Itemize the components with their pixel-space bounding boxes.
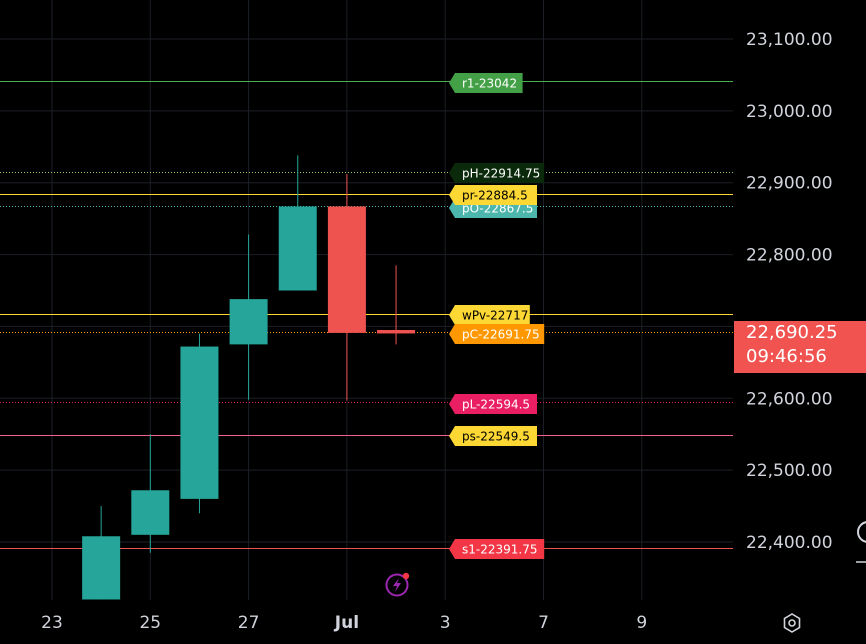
y-tick-label: 23,100.00 <box>746 30 833 50</box>
level-label-tag <box>449 394 537 414</box>
lightning-icon[interactable] <box>384 570 412 598</box>
candle-body <box>229 299 268 345</box>
x-tick-label: 25 <box>139 613 161 633</box>
candle <box>278 155 317 291</box>
x-tick-label: 9 <box>636 613 647 633</box>
y-tick-label: 22,800.00 <box>746 246 833 266</box>
level-label-wPv: wPv-22717 <box>449 305 530 325</box>
level-label-s1: s1-22391.75 <box>449 539 545 559</box>
level-label-tag <box>449 185 537 205</box>
level-labels: r1-23042pH-22914.75pO-22867.5pr-22884.5w… <box>449 73 545 559</box>
level-label-text: pC-22691.75 <box>462 328 540 342</box>
level-label-pL: pL-22594.5 <box>449 394 537 414</box>
level-label-r1: r1-23042 <box>449 73 523 93</box>
candle-body <box>278 206 317 291</box>
level-label-text: s1-22391.75 <box>462 543 537 557</box>
candle-body <box>377 330 416 334</box>
candle-body <box>180 346 219 499</box>
price-axis[interactable]: 23,100.00 23,000.00 22,900.00 22,800.00 22,6… <box>746 30 833 553</box>
x-tick-label: 23 <box>41 613 63 633</box>
level-label-text: pL-22594.5 <box>462 398 530 412</box>
y-tick-label: 23,000.00 <box>746 102 833 122</box>
level-label-text: pr-22884.5 <box>462 189 528 203</box>
x-tick-label: 3 <box>440 613 451 633</box>
level-label-text: pH-22914.75 <box>462 167 540 181</box>
gear-icon[interactable] <box>781 612 803 634</box>
current-price-badge: 22,690.25 09:46:56 <box>734 321 866 373</box>
level-label-text: ps-22549.5 <box>462 430 530 444</box>
level-label-text: wPv-22717 <box>462 309 528 323</box>
level-label-text: r1-23042 <box>462 77 517 91</box>
candles <box>82 155 416 600</box>
level-label-tag <box>449 539 545 559</box>
y-tick-label: 22,500.00 <box>746 461 833 481</box>
candle-body <box>82 536 121 600</box>
bar-countdown: 09:46:56 <box>746 346 827 367</box>
y-tick-label: 22,600.00 <box>746 389 833 409</box>
level-label-tag <box>449 73 523 93</box>
candle <box>82 506 121 600</box>
candle <box>131 434 170 553</box>
candle <box>180 333 219 514</box>
current-price: 22,690.25 <box>746 322 838 343</box>
candle <box>377 265 416 345</box>
level-lines <box>0 81 733 549</box>
y-tick-label: 22,400.00 <box>746 533 833 553</box>
level-label-tag <box>449 426 537 446</box>
partial-overlay-icon <box>856 521 866 563</box>
level-label-pr: pr-22884.5 <box>449 185 537 205</box>
candle-body <box>327 206 366 333</box>
level-label-ps: ps-22549.5 <box>449 426 537 446</box>
level-label-pH: pH-22914.75 <box>449 163 545 183</box>
y-tick-label: 22,900.00 <box>746 174 833 194</box>
candle <box>229 234 268 400</box>
level-label-tag <box>449 305 530 325</box>
level-label-tag <box>449 324 545 344</box>
level-label-tag <box>449 163 545 183</box>
x-tick-label: 27 <box>238 613 260 633</box>
candle-body <box>131 490 170 535</box>
time-axis[interactable]: 23 25 27 Jul 3 7 9 <box>41 613 647 633</box>
candle <box>327 174 366 401</box>
grid <box>0 0 733 600</box>
x-tick-label: Jul <box>334 613 359 633</box>
level-label-pC: pC-22691.75 <box>449 324 545 344</box>
x-tick-label: 7 <box>538 613 549 633</box>
